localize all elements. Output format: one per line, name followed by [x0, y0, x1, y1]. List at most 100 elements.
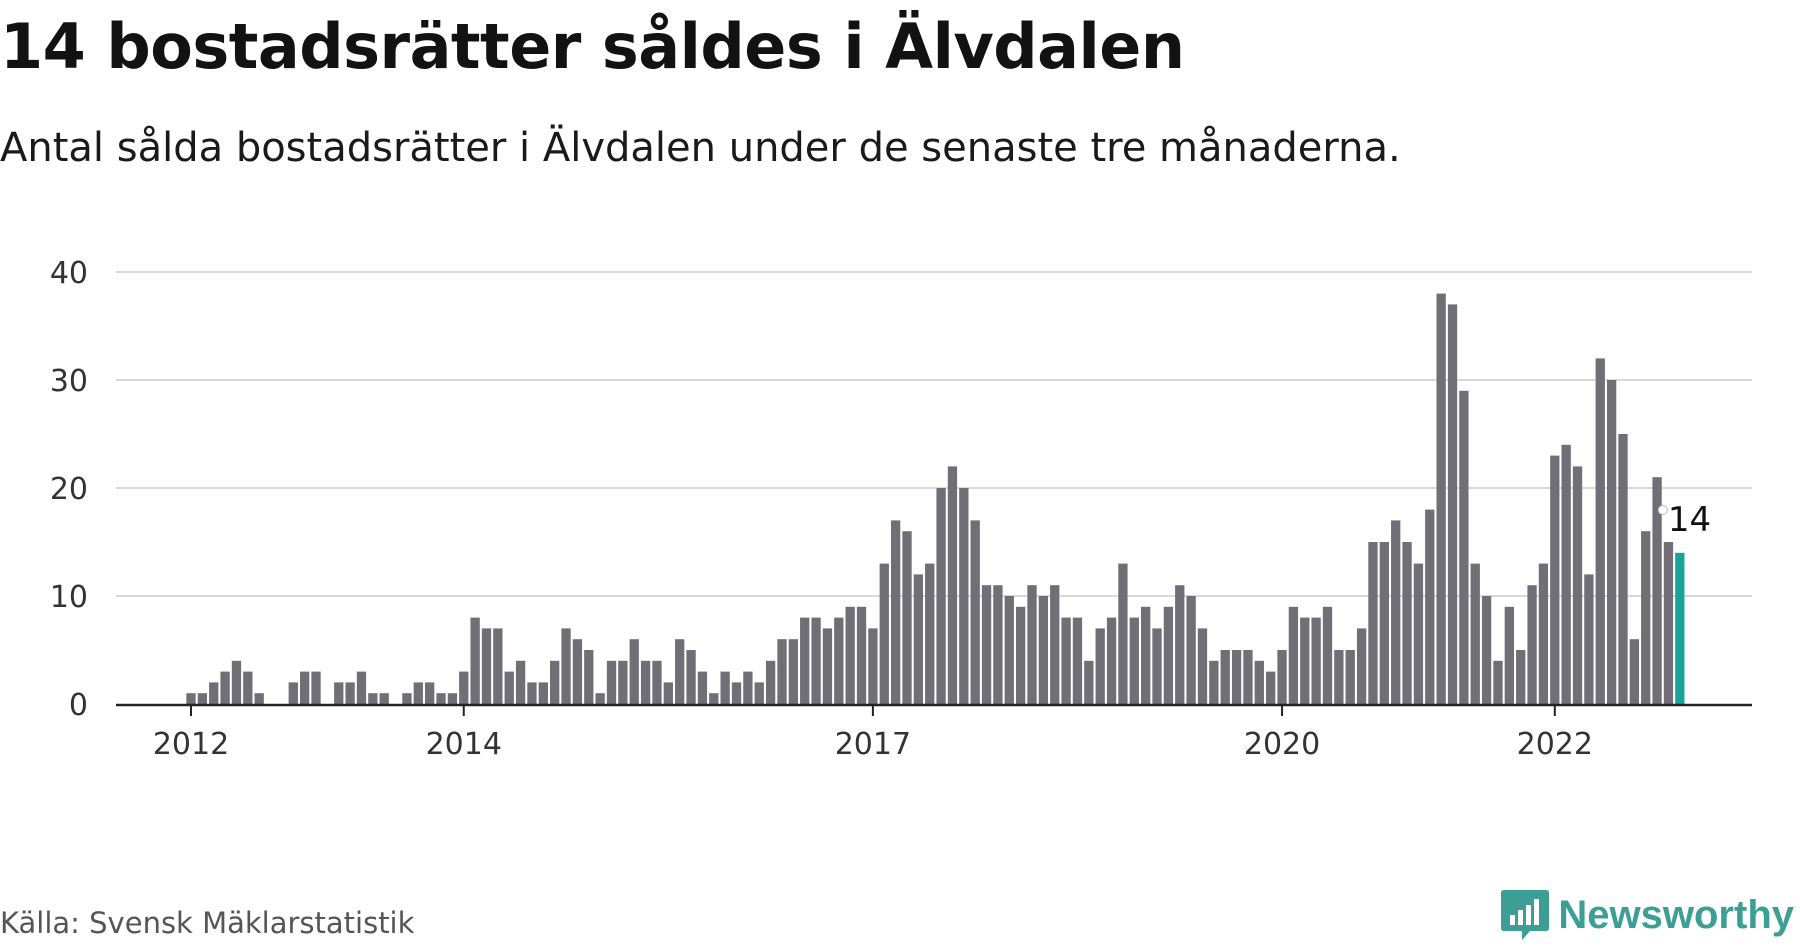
bar	[1300, 617, 1310, 704]
bar	[913, 574, 924, 704]
bar	[550, 660, 560, 704]
bar	[413, 682, 423, 704]
bar	[731, 682, 742, 704]
bar	[368, 693, 378, 704]
bar	[584, 650, 594, 704]
bar	[618, 660, 628, 704]
bar	[1413, 563, 1424, 704]
bar	[1425, 509, 1435, 704]
bar	[481, 628, 492, 704]
y-axis-ticks: 0 10 20 30 40	[50, 256, 88, 723]
bar	[356, 671, 367, 704]
bar	[1345, 650, 1355, 704]
bar	[1663, 542, 1674, 704]
bar	[1516, 650, 1526, 704]
bar	[425, 682, 435, 704]
bar	[709, 693, 719, 704]
bar	[640, 660, 651, 704]
bar	[561, 628, 571, 704]
bar	[1050, 585, 1060, 704]
bar	[1368, 542, 1378, 704]
bar	[231, 660, 242, 704]
bar	[1106, 617, 1117, 704]
bar	[675, 639, 685, 704]
bar	[1436, 293, 1446, 704]
bar	[1391, 520, 1401, 704]
bar	[1004, 596, 1014, 704]
bar	[834, 617, 844, 704]
bar	[1038, 596, 1049, 704]
bar	[1277, 650, 1287, 704]
bar	[1254, 660, 1264, 704]
bar	[1584, 574, 1594, 704]
gridlines	[116, 271, 1752, 597]
bar	[856, 606, 867, 704]
bar	[1141, 606, 1151, 704]
bar	[925, 563, 935, 704]
bar	[1493, 660, 1503, 704]
bar	[402, 693, 412, 704]
chart-subtitle: Antal sålda bostadsrätter i Älvdalen und…	[0, 125, 1401, 171]
bar	[652, 660, 662, 704]
bar	[1209, 660, 1219, 704]
bar	[686, 650, 696, 704]
bar	[209, 682, 219, 704]
bar	[527, 682, 537, 704]
bar	[1118, 563, 1128, 704]
bar	[1163, 606, 1174, 704]
bar	[504, 671, 514, 704]
bar	[663, 682, 673, 704]
bar	[993, 585, 1003, 704]
bar	[1334, 650, 1344, 704]
bar	[1470, 563, 1480, 704]
bars	[186, 293, 1685, 704]
source-note: Källa: Svensk Mäklarstatistik	[0, 906, 415, 940]
bar	[1220, 650, 1230, 704]
highlight-value-label: 14	[1668, 500, 1711, 540]
y-tick-label: 30	[50, 364, 88, 399]
bar	[436, 693, 446, 704]
bar	[1675, 552, 1685, 704]
bar	[470, 617, 480, 704]
bar	[777, 639, 787, 704]
bar	[1641, 531, 1651, 704]
bar	[800, 617, 810, 704]
bar	[1231, 650, 1242, 704]
bar	[890, 520, 901, 704]
bar	[1095, 628, 1105, 704]
bar	[879, 563, 889, 704]
bar	[936, 488, 946, 704]
bar	[572, 639, 583, 704]
bar	[1459, 390, 1469, 704]
bar	[1084, 660, 1094, 704]
bar	[538, 682, 548, 704]
bar	[1356, 628, 1367, 704]
bar	[845, 606, 855, 704]
bar	[1129, 617, 1139, 704]
y-tick-label: 10	[50, 580, 88, 615]
bar	[1266, 671, 1276, 704]
bar	[1504, 606, 1514, 704]
bar	[765, 660, 776, 704]
bar	[595, 693, 605, 704]
bar	[1402, 542, 1412, 704]
bar	[220, 671, 230, 704]
y-tick-label: 40	[50, 256, 88, 291]
bar	[1572, 466, 1583, 704]
bar	[1595, 358, 1605, 704]
chart-title: 14 bostadsrätter såldes i Älvdalen	[0, 10, 1185, 83]
bar	[811, 617, 821, 704]
bar	[754, 682, 764, 704]
bar	[1175, 585, 1185, 704]
bar	[970, 520, 980, 704]
bar	[515, 660, 526, 704]
bar	[947, 466, 958, 704]
bar	[1447, 304, 1458, 704]
x-axis-ticks: 2012 2014 2017 2020 2022	[153, 706, 1593, 762]
bar	[1322, 606, 1333, 704]
bar	[1311, 617, 1321, 704]
bar	[1152, 628, 1162, 704]
bar	[300, 671, 310, 704]
bar	[379, 693, 389, 704]
bar	[1379, 542, 1389, 704]
